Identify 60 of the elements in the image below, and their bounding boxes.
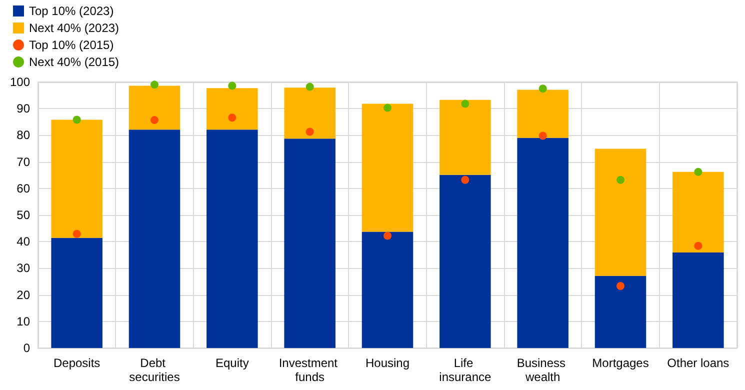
y-tick-label: 60: [16, 181, 30, 196]
bar: [284, 138, 336, 348]
bar: [672, 252, 724, 348]
point: [150, 116, 158, 124]
point: [694, 242, 702, 250]
y-tick-label: 0: [23, 341, 30, 355]
y-tick-label: 70: [16, 154, 30, 169]
point: [72, 230, 81, 238]
legend-label: Top 10% (2015): [29, 38, 114, 52]
bar: [517, 90, 568, 138]
point: [72, 116, 81, 124]
bar: [206, 130, 258, 348]
point: [461, 100, 470, 108]
bar: [594, 276, 646, 348]
x-tick-label: Debt securities: [129, 356, 180, 384]
bar: [594, 148, 646, 276]
x-tick-label: Business wealth: [516, 356, 569, 384]
bar: [51, 238, 102, 348]
point: [150, 80, 158, 89]
bar: [51, 120, 102, 238]
legend-label: Next 40% (2023): [29, 21, 120, 35]
point: [461, 176, 470, 184]
bar: [440, 174, 491, 348]
bar: [440, 100, 491, 175]
point: [538, 132, 547, 140]
point: [228, 82, 236, 90]
point: [228, 114, 236, 122]
y-tick-label: 80: [16, 128, 30, 142]
point: [694, 168, 702, 176]
x-tick-label: Life insurance: [439, 356, 492, 384]
point: [384, 104, 392, 112]
bar: [128, 86, 180, 130]
legend-label: Next 40% (2015): [29, 55, 120, 69]
x-tick-label: Housing: [365, 356, 410, 370]
x-tick-label: Equity: [215, 356, 249, 370]
bar: [362, 232, 414, 348]
y-tick-label: 20: [16, 288, 30, 302]
point: [384, 232, 392, 240]
point: [616, 176, 624, 184]
legend-label: Top 10% (2023): [29, 4, 114, 18]
point: [538, 84, 547, 93]
y-tick-label: 50: [16, 208, 30, 222]
point: [306, 82, 314, 91]
y-tick-label: 90: [16, 102, 30, 116]
point: [616, 282, 624, 290]
bar: [672, 172, 724, 253]
x-tick-label: Investment funds: [278, 356, 341, 384]
bar: [128, 130, 180, 348]
bar: [206, 88, 258, 130]
x-tick-label: Other loans: [667, 356, 730, 370]
y-tick-label: 40: [16, 234, 30, 249]
y-tick-label: 30: [16, 261, 30, 276]
y-tick-label: 10: [16, 314, 30, 328]
point: [306, 128, 314, 136]
bar: [362, 104, 414, 232]
y-tick-label: 100: [10, 75, 30, 89]
x-tick-label: Deposits: [53, 356, 100, 370]
bar: [284, 88, 336, 139]
bar: [517, 138, 568, 348]
x-tick-label: Mortgages: [592, 356, 649, 370]
